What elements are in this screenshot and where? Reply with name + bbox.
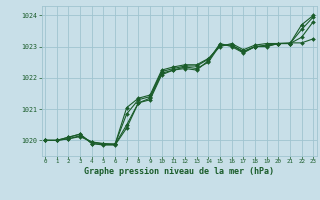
X-axis label: Graphe pression niveau de la mer (hPa): Graphe pression niveau de la mer (hPa) (84, 167, 274, 176)
